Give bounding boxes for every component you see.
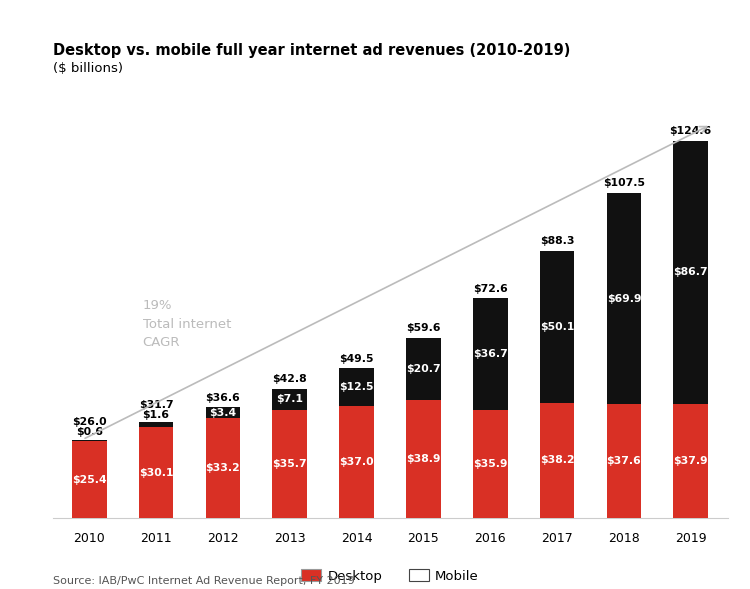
- Text: $86.7: $86.7: [674, 267, 708, 277]
- Text: CAGR: CAGR: [142, 336, 180, 349]
- Text: $107.5: $107.5: [603, 178, 645, 188]
- Bar: [272, 410, 308, 518]
- Text: $25.4: $25.4: [72, 475, 106, 485]
- Bar: [139, 427, 173, 518]
- Bar: [674, 141, 708, 403]
- Text: $38.9: $38.9: [406, 454, 441, 464]
- Bar: [206, 408, 240, 418]
- Text: $35.9: $35.9: [473, 459, 508, 469]
- Text: $88.3: $88.3: [540, 236, 574, 246]
- Text: $38.2: $38.2: [540, 455, 574, 465]
- Text: $26.0: $26.0: [72, 418, 106, 428]
- Text: $59.6: $59.6: [406, 323, 441, 333]
- Bar: [674, 403, 708, 518]
- Text: Total internet: Total internet: [142, 317, 231, 330]
- Text: $50.1: $50.1: [540, 322, 574, 332]
- Text: $35.7: $35.7: [272, 459, 307, 469]
- Text: $72.6: $72.6: [472, 284, 508, 294]
- Text: $31.7: $31.7: [139, 400, 173, 410]
- Bar: [406, 401, 441, 518]
- Text: $36.7: $36.7: [472, 349, 508, 359]
- Text: $42.8: $42.8: [272, 374, 307, 384]
- Text: $124.6: $124.6: [670, 127, 712, 136]
- Text: $37.0: $37.0: [339, 457, 374, 467]
- Text: ($ billions): ($ billions): [53, 62, 122, 75]
- Text: $12.5: $12.5: [339, 382, 374, 392]
- Bar: [540, 251, 574, 403]
- Text: $33.2: $33.2: [206, 463, 240, 473]
- Bar: [472, 299, 508, 409]
- Text: $0.6: $0.6: [76, 427, 103, 437]
- Bar: [540, 403, 574, 518]
- Bar: [472, 409, 508, 518]
- Bar: [607, 405, 641, 518]
- Bar: [339, 406, 374, 518]
- Text: $49.5: $49.5: [339, 354, 374, 364]
- Bar: [272, 389, 308, 410]
- Bar: [206, 418, 240, 518]
- Legend: Desktop, Mobile: Desktop, Mobile: [296, 564, 484, 588]
- Text: $3.4: $3.4: [209, 408, 236, 418]
- Bar: [339, 368, 374, 406]
- Bar: [139, 422, 173, 427]
- Text: $37.9: $37.9: [674, 456, 708, 466]
- Bar: [72, 439, 106, 441]
- Text: Source: IAB/PwC Internet Ad Revenue Report, FY 2019: Source: IAB/PwC Internet Ad Revenue Repo…: [53, 576, 354, 586]
- Text: $30.1: $30.1: [139, 468, 173, 478]
- Text: $36.6: $36.6: [206, 393, 240, 403]
- Text: $7.1: $7.1: [276, 395, 303, 405]
- Text: $69.9: $69.9: [607, 293, 641, 303]
- Text: 19%: 19%: [142, 299, 172, 312]
- Text: $20.7: $20.7: [406, 364, 441, 374]
- Bar: [406, 337, 441, 401]
- Text: $37.6: $37.6: [607, 456, 641, 466]
- Bar: [607, 193, 641, 405]
- Bar: [72, 441, 106, 518]
- Text: Desktop vs. mobile full year internet ad revenues (2010-2019): Desktop vs. mobile full year internet ad…: [53, 44, 570, 58]
- Text: $1.6: $1.6: [142, 410, 170, 420]
